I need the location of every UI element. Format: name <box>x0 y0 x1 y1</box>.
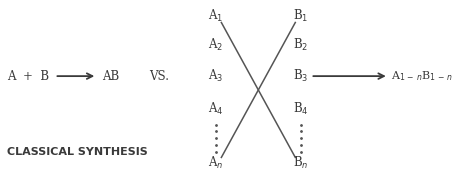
Text: B$_2$: B$_2$ <box>293 37 309 53</box>
Text: B$_4$: B$_4$ <box>293 101 309 117</box>
Text: CLASSICAL SYNTHESIS: CLASSICAL SYNTHESIS <box>7 147 148 157</box>
Text: A$_2$: A$_2$ <box>208 37 223 53</box>
Text: A$_n$: A$_n$ <box>208 154 223 171</box>
Text: B$_1$: B$_1$ <box>293 7 309 24</box>
Text: B$_3$: B$_3$ <box>293 68 309 84</box>
Text: VS.: VS. <box>149 70 169 83</box>
Text: B$_n$: B$_n$ <box>293 154 309 171</box>
Text: A$_{1\,-\,n}$B$_{1\,-\,n}$: A$_{1\,-\,n}$B$_{1\,-\,n}$ <box>391 69 453 83</box>
Text: A$_4$: A$_4$ <box>208 101 223 117</box>
Text: AB: AB <box>102 70 119 83</box>
Text: A  +  B: A + B <box>7 70 49 83</box>
Text: A$_1$: A$_1$ <box>208 7 223 24</box>
Text: A$_3$: A$_3$ <box>208 68 223 84</box>
